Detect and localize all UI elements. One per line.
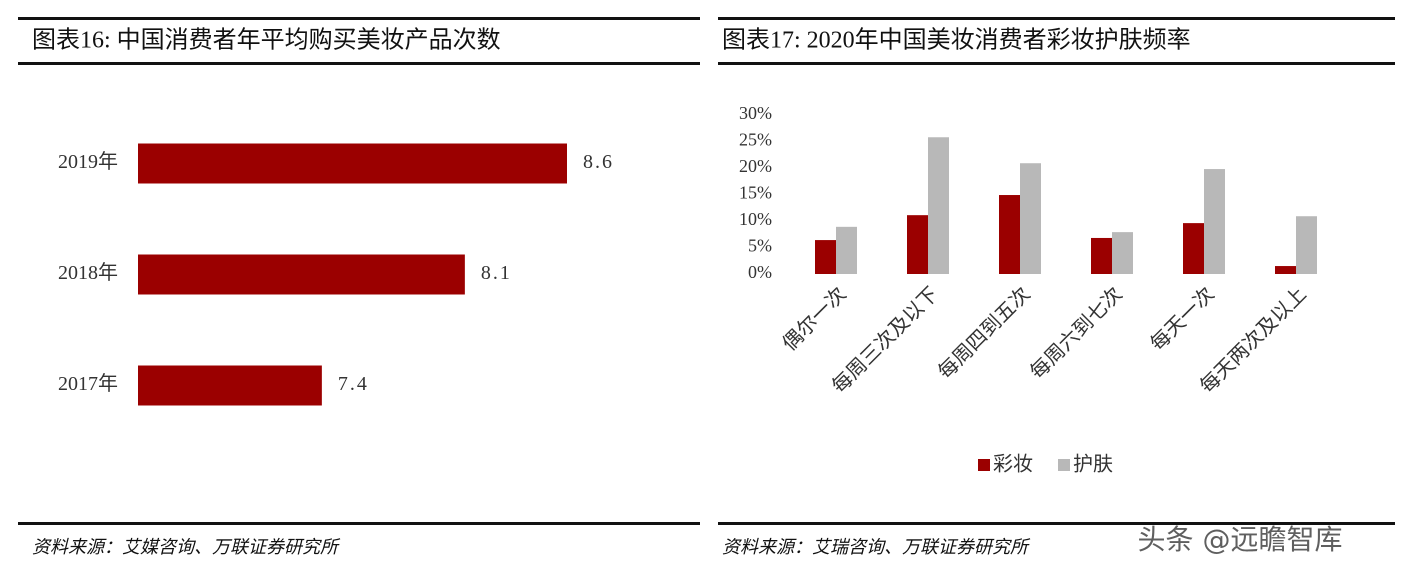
y-tick-label: 2017年 [58,372,118,395]
bar [928,137,949,274]
bar [836,226,857,274]
y-tick-label: 15% [739,183,772,203]
y-tick-label: 20% [739,156,772,176]
legend-label: 彩妆 [993,453,1033,476]
y-tick-label: 2019年 [58,150,118,173]
value-label: 7.4 [338,373,369,395]
rule [18,62,700,65]
y-tick-label: 30% [739,103,772,123]
bar [815,240,836,274]
legend-swatch [978,459,990,471]
bar [1204,169,1225,274]
bar [1091,237,1112,274]
bar [138,254,465,295]
bar [1020,163,1041,274]
rule [718,522,1395,525]
x-tick-label: 每天一次 [1146,283,1219,356]
source: 资料来源：艾媒咨询、万联证券研究所 [32,537,341,557]
bar [1112,232,1133,274]
x-tick-label: 每周六到七次 [1026,283,1127,384]
y-tick-label: 10% [739,209,772,229]
y-tick-label: 5% [748,236,772,256]
value-label: 8.1 [481,262,512,284]
rule [18,522,700,525]
legend-swatch [1058,459,1070,471]
bar [1183,223,1204,274]
rule [18,17,700,20]
watermark: 头条 @远瞻智库 [1138,523,1343,556]
bar [1275,266,1296,274]
rule [718,17,1395,20]
legend-label: 护肤 [1073,453,1113,476]
bar [999,195,1020,274]
bar [1296,216,1317,274]
rule [718,62,1395,65]
y-tick-label: 2018年 [58,261,118,284]
rules [18,17,1395,525]
chart-title: 图表17: 2020年中国美妆消费者彩妆护肤频率 [722,27,1191,54]
source: 资料来源：艾瑞咨询、万联证券研究所 [722,537,1031,557]
bar [138,143,567,184]
x-tick-label: 每周四到五次 [934,283,1035,384]
chart-title: 图表16: 中国消费者年平均购买美妆产品次数 [32,27,501,54]
bar [138,365,322,406]
y-tick-label: 25% [739,130,772,150]
value-label: 8.6 [583,151,614,173]
y-tick-label: 0% [748,262,772,282]
x-tick-label: 偶尔一次 [778,283,851,356]
bar [907,215,928,274]
